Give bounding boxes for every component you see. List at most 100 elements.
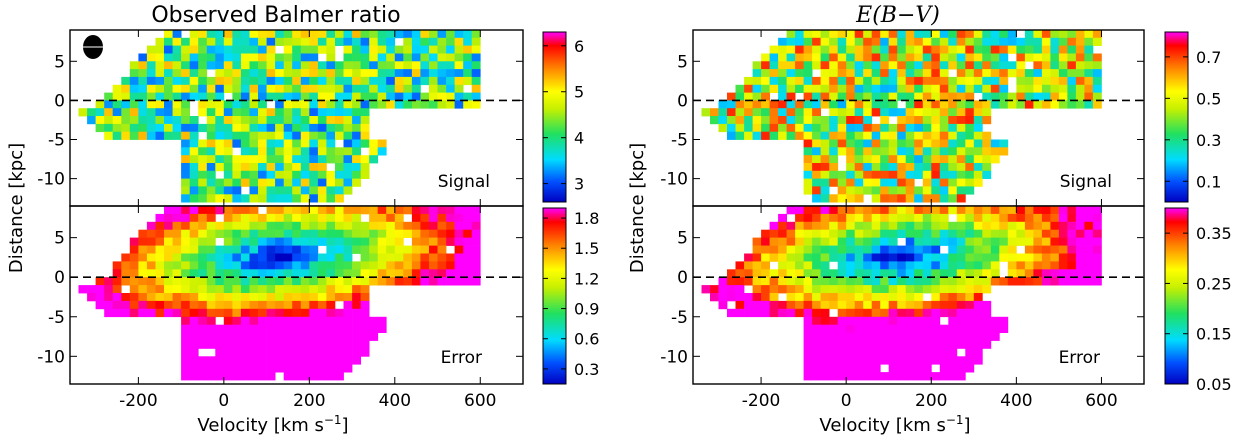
- heatmap-cell: [956, 221, 966, 231]
- heatmap-cell: [249, 253, 259, 262]
- heatmap-cell: [752, 76, 762, 86]
- heatmap-cell: [386, 61, 396, 70]
- heatmap-cell: [837, 269, 847, 278]
- heatmap-cell: [948, 221, 958, 231]
- heatmap-cell: [155, 213, 165, 223]
- heatmap-cell: [795, 61, 804, 70]
- heatmap-cell: [846, 206, 856, 215]
- heatmap-cell: [206, 372, 216, 381]
- heatmap-cell: [386, 269, 396, 278]
- heatmap-cell: [829, 356, 839, 365]
- heatmap-cell: [146, 261, 156, 270]
- heatmap-cell: [172, 131, 182, 140]
- heatmap-cell: [1041, 221, 1051, 231]
- heatmap-cell: [146, 277, 156, 286]
- heatmap-cell: [871, 348, 881, 357]
- heatmap-cell: [411, 69, 421, 78]
- heatmap-cell: [880, 84, 890, 93]
- heatmap-cell: [769, 131, 779, 140]
- heatmap-cell: [752, 69, 762, 78]
- heatmap-cell: [343, 237, 353, 246]
- heatmap-cell: [880, 76, 890, 86]
- heatmap-cell: [973, 61, 983, 70]
- heatmap-cell: [232, 194, 242, 203]
- heatmap-cell: [292, 155, 302, 164]
- heatmap-cell: [803, 340, 813, 349]
- heatmap-cell: [982, 261, 992, 270]
- heatmap-cell: [335, 229, 344, 238]
- heatmap-cell: [863, 245, 873, 254]
- heatmap-cell: [266, 76, 276, 86]
- heatmap-cell: [1092, 61, 1102, 70]
- heatmap-cell: [854, 269, 864, 278]
- heatmap-cell: [454, 213, 464, 223]
- heatmap-cell: [863, 372, 873, 381]
- heatmap-cell: [854, 277, 864, 286]
- heatmap-cell: [1092, 92, 1102, 101]
- heatmap-cell: [300, 178, 310, 187]
- heatmap-cell: [223, 206, 233, 215]
- heatmap-cell: [275, 108, 284, 117]
- heatmap-cell: [463, 213, 473, 223]
- heatmap-cell: [446, 213, 455, 223]
- heatmap-cell: [352, 293, 361, 302]
- heatmap-cell: [939, 116, 949, 125]
- heatmap-cell: [181, 213, 190, 223]
- heatmap-cell: [292, 76, 302, 86]
- heatmap-cell: [854, 100, 864, 109]
- heatmap-cell: [300, 37, 310, 46]
- heatmap-cell: [198, 324, 208, 333]
- heatmap-cell: [931, 356, 941, 365]
- heatmap-cell: [454, 100, 464, 109]
- heatmap-cell: [275, 308, 284, 318]
- heatmap-cell: [803, 229, 813, 238]
- heatmap-cell: [326, 308, 336, 318]
- heatmap-cell: [335, 324, 344, 333]
- heatmap-cell: [249, 116, 259, 125]
- heatmap-cell: [446, 61, 455, 70]
- heatmap-cell: [377, 253, 387, 262]
- heatmap-cell: [956, 163, 966, 172]
- heatmap-cell: [198, 332, 208, 341]
- heatmap-cell: [454, 277, 464, 286]
- heatmap-cell: [223, 213, 233, 223]
- heatmap-cell: [292, 108, 302, 117]
- heatmap-cell: [786, 108, 796, 117]
- heatmap-cell: [369, 316, 379, 326]
- heatmap-cell: [206, 131, 216, 140]
- heatmap-cell: [317, 372, 327, 381]
- heatmap-cell: [1067, 206, 1077, 215]
- heatmap-cell: [820, 229, 830, 238]
- heatmap-cell: [138, 261, 148, 270]
- heatmap-cell: [189, 186, 199, 195]
- heatmap-cell: [232, 348, 242, 357]
- heatmap-cell: [104, 285, 114, 294]
- heatmap-cell: [795, 300, 804, 310]
- heatmap-cell: [326, 300, 336, 310]
- heatmap-cell: [446, 69, 455, 78]
- heatmap-cell: [939, 30, 949, 39]
- heatmap-cell: [1067, 237, 1077, 246]
- heatmap-cell: [215, 221, 225, 231]
- heatmap-cell: [206, 123, 216, 133]
- heatmap-cell: [786, 116, 796, 125]
- heatmap-cell: [172, 269, 182, 278]
- heatmap-cell: [888, 206, 898, 215]
- heatmap-cell: [189, 92, 199, 101]
- heatmap-cell: [727, 131, 736, 140]
- heatmap-cell: [386, 76, 396, 86]
- heatmap-cell: [198, 293, 208, 302]
- heatmap-cell: [829, 229, 839, 238]
- heatmap-cell: [948, 206, 958, 215]
- heatmap-cell: [973, 69, 983, 78]
- heatmap-cell: [854, 364, 864, 373]
- heatmap-cell: [727, 285, 736, 294]
- heatmap-cell: [931, 277, 941, 286]
- heatmap-cell: [948, 37, 958, 46]
- heatmap-cell: [846, 147, 856, 156]
- heatmap-cell: [317, 206, 327, 215]
- heatmap-cell: [812, 131, 821, 140]
- heatmap-cell: [146, 45, 156, 54]
- heatmap-cell: [880, 155, 890, 164]
- heatmap-cell: [888, 372, 898, 381]
